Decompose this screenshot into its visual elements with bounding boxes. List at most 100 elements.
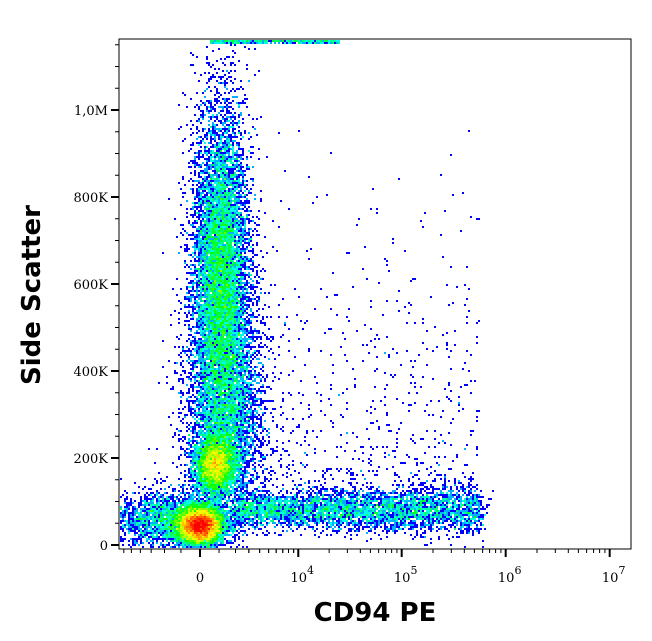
density-cell	[252, 256, 254, 258]
density-cell	[206, 224, 208, 226]
density-cell	[200, 470, 202, 472]
density-cell	[238, 344, 240, 346]
density-cell	[198, 486, 200, 488]
density-cell	[204, 374, 206, 376]
density-cell	[250, 328, 252, 330]
density-cell	[236, 486, 238, 488]
density-cell	[216, 498, 218, 500]
density-cell	[206, 528, 208, 530]
density-cell	[202, 140, 204, 142]
density-cell	[184, 454, 186, 456]
density-cell	[226, 480, 228, 482]
density-cell	[208, 502, 210, 504]
density-cell	[200, 232, 202, 234]
density-cell	[200, 228, 202, 230]
density-cell	[198, 228, 200, 230]
density-cell	[208, 448, 210, 450]
density-cell	[218, 48, 220, 50]
density-cell	[214, 244, 216, 246]
density-cell	[250, 264, 252, 266]
density-cell	[236, 280, 238, 282]
density-cell	[200, 200, 202, 202]
density-cell	[222, 198, 224, 200]
density-cell	[240, 212, 242, 214]
density-cell	[196, 360, 198, 362]
density-cell	[208, 284, 210, 286]
density-cell	[238, 190, 240, 192]
density-cell	[214, 418, 216, 420]
density-cell	[252, 126, 254, 128]
density-cell	[202, 300, 204, 302]
density-cell	[226, 388, 228, 390]
density-cell	[188, 372, 190, 374]
density-cell	[244, 224, 246, 226]
density-cell	[206, 218, 208, 220]
density-cell	[190, 476, 192, 478]
density-cell	[256, 282, 258, 284]
density-cell	[226, 218, 228, 220]
density-cell	[192, 362, 194, 364]
density-cell	[220, 352, 222, 354]
density-cell	[226, 434, 228, 436]
density-cell	[188, 428, 190, 430]
density-cell	[198, 352, 200, 354]
density-cell	[208, 404, 210, 406]
density-cell	[206, 382, 208, 384]
density-cell	[216, 546, 218, 548]
density-cell	[216, 386, 218, 388]
density-cell	[222, 244, 224, 246]
density-cell	[196, 332, 198, 334]
density-cell	[194, 254, 196, 256]
density-cell	[238, 342, 240, 344]
density-cell	[218, 160, 220, 162]
density-cell	[218, 226, 220, 228]
density-cell	[178, 546, 180, 548]
density-cell	[206, 210, 208, 212]
density-cell	[234, 418, 236, 420]
density-cell	[214, 332, 216, 334]
density-cell	[206, 198, 208, 200]
density-cell	[264, 270, 266, 272]
density-cell	[228, 356, 230, 358]
density-cell	[210, 308, 212, 310]
density-cell	[202, 220, 204, 222]
density-cell	[194, 378, 196, 380]
density-cell	[236, 456, 238, 458]
density-cell	[218, 490, 220, 492]
density-cell	[224, 152, 226, 154]
density-cell	[242, 178, 244, 180]
density-cell	[222, 424, 224, 426]
density-cell	[232, 120, 234, 122]
density-cell	[224, 340, 226, 342]
density-cell	[230, 318, 232, 320]
density-cell	[214, 344, 216, 346]
density-cell	[222, 542, 224, 544]
density-cell	[202, 414, 204, 416]
density-cell	[218, 354, 220, 356]
density-cell	[222, 312, 224, 314]
density-cell	[228, 136, 230, 138]
density-cell	[230, 222, 232, 224]
density-cell	[230, 292, 232, 294]
density-cell	[226, 500, 228, 502]
density-cell	[234, 208, 236, 210]
density-cell	[216, 162, 218, 164]
density-cell	[256, 422, 258, 424]
density-cell	[212, 76, 214, 78]
density-cell	[200, 280, 202, 282]
density-cell	[212, 482, 214, 484]
density-cell	[210, 270, 212, 272]
density-cell	[216, 480, 218, 482]
density-cell	[228, 522, 230, 524]
density-cell	[212, 178, 214, 180]
density-cell	[208, 480, 210, 482]
density-cell	[250, 250, 252, 252]
density-cell	[180, 126, 182, 128]
density-cell	[216, 408, 218, 410]
density-cell	[220, 346, 222, 348]
density-cell	[250, 362, 252, 364]
density-cell	[220, 330, 222, 332]
density-cell	[234, 232, 236, 234]
density-cell	[234, 488, 236, 490]
density-cell	[232, 108, 234, 110]
